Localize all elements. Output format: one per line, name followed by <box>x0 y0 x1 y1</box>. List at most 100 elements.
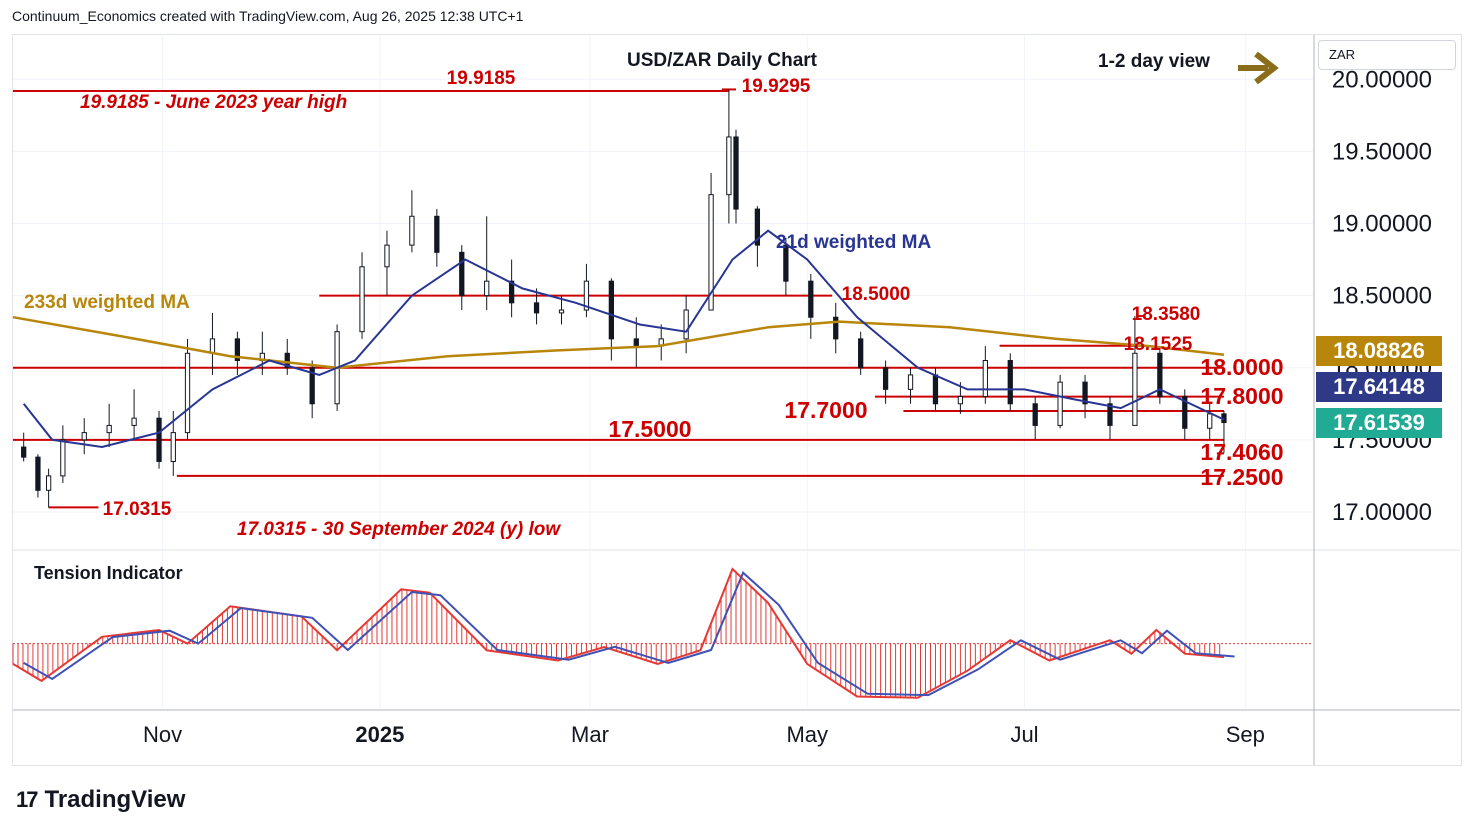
ma21-price-tag: 17.64148 <box>1316 372 1442 402</box>
candle-body <box>833 316 839 340</box>
candle <box>1132 315 1138 426</box>
candle <box>858 331 864 375</box>
chart-frame <box>12 34 1462 766</box>
right-arrow-icon <box>1238 51 1279 85</box>
candle-body <box>683 309 689 340</box>
candle-body <box>459 251 465 297</box>
candle <box>683 295 689 354</box>
candle <box>533 288 540 325</box>
candle-body <box>1057 381 1063 426</box>
x-tick-label: 2025 <box>355 722 404 747</box>
level-label: 17.8000 <box>1200 383 1283 409</box>
candle-body <box>234 338 241 362</box>
candle-body <box>184 352 191 434</box>
y-tick-label: 19.50000 <box>1332 138 1432 165</box>
candle <box>882 360 889 404</box>
x-tick-label: Mar <box>571 722 609 747</box>
candle-body <box>384 244 390 268</box>
candle-body <box>434 215 440 253</box>
candle <box>459 245 465 311</box>
candle-body <box>633 338 639 347</box>
candle <box>359 252 365 339</box>
level-label: 19.9295 <box>742 76 811 97</box>
chart-annotation: 17.0315 - 30 September 2024 (y) low <box>237 519 561 540</box>
candle <box>45 468 52 508</box>
tradingview-brand: TradingView <box>44 786 186 813</box>
chart-title: USD/ZAR Daily Chart <box>627 50 818 71</box>
candle <box>808 273 814 339</box>
last-price-tag: 17.61539 <box>1316 408 1442 438</box>
ma233-price-tag: 18.08826 <box>1316 336 1442 366</box>
candle <box>309 360 315 419</box>
y-tick-label: 17.00000 <box>1332 499 1432 526</box>
candle <box>1107 396 1113 440</box>
candle-body <box>957 396 964 405</box>
candle-body <box>359 266 365 333</box>
level-label: 19.9185 <box>447 68 516 89</box>
view-label: 1-2 day view <box>1098 51 1210 72</box>
candle-body <box>1007 360 1013 405</box>
candle-body <box>808 280 814 318</box>
candle <box>783 237 789 296</box>
level-label: 17.5000 <box>608 416 691 442</box>
candle-body <box>309 367 315 405</box>
candle-body <box>81 432 87 441</box>
candle <box>184 338 191 440</box>
candle-body <box>1082 381 1088 405</box>
candle <box>982 346 988 404</box>
level-label: 18.1525 <box>1124 334 1193 355</box>
candle <box>1157 346 1163 404</box>
candle-body <box>882 367 889 390</box>
x-tick-label: Sep <box>1226 722 1265 747</box>
candle <box>708 173 714 311</box>
candle-body <box>1157 352 1163 398</box>
x-tick-label: Nov <box>143 722 182 747</box>
candle-body <box>1107 403 1113 426</box>
candle <box>434 209 440 267</box>
candle <box>733 129 739 224</box>
candle-body <box>583 280 590 311</box>
candle <box>409 190 415 253</box>
chart-annotation: 19.9185 - June 2023 year high <box>80 92 347 113</box>
x-tick-label: Jul <box>1010 722 1038 747</box>
candle <box>156 410 162 469</box>
candle-body <box>858 338 864 369</box>
candle-body <box>907 374 914 390</box>
candle <box>833 302 839 354</box>
candle-body <box>409 215 415 246</box>
candle <box>1182 389 1188 440</box>
candle-body <box>558 309 565 314</box>
candle <box>957 382 964 414</box>
candle-body <box>1032 403 1038 426</box>
level-label: 17.2500 <box>1200 464 1283 490</box>
candle <box>1032 396 1038 440</box>
chart-annotation: 233d weighted MA <box>24 292 190 313</box>
currency-selector[interactable]: ZAR <box>1318 40 1456 70</box>
candle <box>754 206 761 267</box>
level-label: 17.4060 <box>1200 439 1283 465</box>
candle <box>558 295 565 325</box>
candle <box>658 324 664 361</box>
candle <box>234 331 241 375</box>
candle-body <box>60 439 66 477</box>
candle-body <box>484 280 490 297</box>
level-label: 17.7000 <box>784 397 867 423</box>
candle-body <box>21 446 27 458</box>
tension-line-blue <box>23 571 1235 697</box>
tension-histogram <box>12 572 1221 698</box>
candle-body <box>708 194 714 311</box>
candle-body <box>106 424 112 434</box>
y-tick-label: 20.00000 <box>1332 66 1432 93</box>
candle-body <box>284 352 290 369</box>
tradingview-logo[interactable]: 17 TradingView <box>16 786 185 814</box>
candle-body <box>733 136 739 210</box>
candle <box>907 367 914 404</box>
candle <box>508 259 515 318</box>
candle-body <box>1207 413 1213 429</box>
support-resistance-levels <box>13 88 1224 509</box>
candle-body <box>156 417 162 462</box>
level-label: 18.5000 <box>842 284 911 305</box>
candle-body <box>932 374 939 405</box>
x-tick-label: May <box>786 722 828 747</box>
